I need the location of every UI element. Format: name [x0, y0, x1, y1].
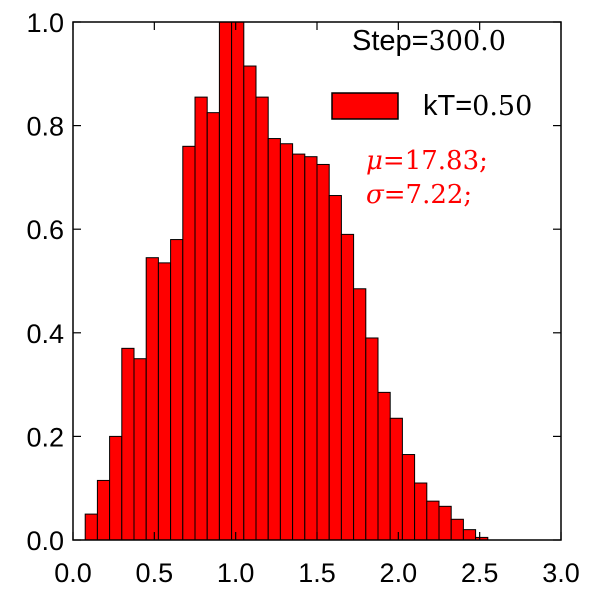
histogram-bar: [267, 138, 281, 541]
histogram-bar: [170, 239, 184, 541]
histogram-bar: [121, 347, 135, 541]
histogram-bar: [96, 479, 111, 541]
histogram-bar: [279, 143, 294, 541]
histogram-bar: [182, 145, 196, 541]
histogram-bar: [377, 391, 391, 541]
histogram-bar: [145, 257, 159, 541]
std-annotation: σ=7.22;: [366, 180, 472, 210]
histogram-bar: [438, 505, 452, 541]
y-tick-label: 0.4: [26, 319, 64, 349]
histogram-bar: [426, 500, 440, 541]
y-tick-label: 0.6: [26, 215, 64, 245]
y-tick-label: 0.2: [26, 422, 64, 452]
mu-symbol: μ: [366, 146, 383, 176]
step-annotation: Step=300.0: [352, 25, 506, 57]
histogram-bar: [206, 112, 220, 541]
y-tick-label: 1.0: [26, 8, 64, 38]
x-tick-label: 0.5: [136, 558, 174, 588]
histogram-bar: [340, 233, 355, 541]
histogram-bar: [133, 358, 147, 541]
mu-value: =17.83;: [383, 146, 488, 176]
sigma-symbol: σ: [366, 180, 385, 210]
histogram-bar: [353, 288, 367, 541]
x-tick-label: 1.5: [298, 558, 336, 588]
ticks-group: 0.0 0.5 1.0 1.5 2.0 2.5 3.0 0.0 0.2 0.4 0.6 0.8 1.0: [26, 8, 579, 588]
histogram-bar: [304, 156, 318, 541]
x-tick-label: 2.5: [461, 558, 499, 588]
histogram-bar: [109, 435, 123, 541]
histogram-bar: [194, 96, 208, 541]
histogram-bar: [328, 195, 342, 541]
histogram-bar: [84, 513, 98, 541]
histogram-bar: [316, 163, 330, 541]
histogram-bar: [414, 482, 428, 541]
histogram-bar: [243, 65, 257, 541]
histogram-bar: [255, 96, 269, 541]
mean-annotation: μ=17.83;: [366, 146, 488, 176]
y-tick-label: 0.0: [26, 526, 64, 556]
legend-label: kT=0.50: [423, 90, 532, 122]
y-tick-label: 0.8: [26, 112, 64, 142]
histogram-bar: [401, 454, 416, 541]
histogram-bar: [389, 417, 403, 541]
x-tick-label: 1.0: [217, 558, 255, 588]
legend-label-value: 0.50: [472, 91, 532, 122]
histogram-bar: [365, 337, 379, 541]
step-value: 300.0: [429, 26, 506, 57]
histogram-bar: [157, 262, 172, 541]
histogram-bar: [292, 153, 306, 541]
histogram-bar: [462, 529, 477, 541]
legend-swatch: [331, 92, 399, 120]
histogram-bar: [450, 518, 464, 541]
legend: kT=0.50: [331, 90, 532, 122]
x-tick-label: 2.0: [380, 558, 418, 588]
x-tick-label: 3.0: [542, 558, 580, 588]
legend-label-prefix: kT=: [423, 90, 472, 122]
sigma-value: =7.22;: [384, 180, 472, 210]
step-prefix: Step=: [352, 25, 429, 57]
histogram-bar: [231, 21, 245, 541]
x-tick-label: 0.0: [54, 558, 92, 588]
histogram-bar: [218, 21, 233, 541]
